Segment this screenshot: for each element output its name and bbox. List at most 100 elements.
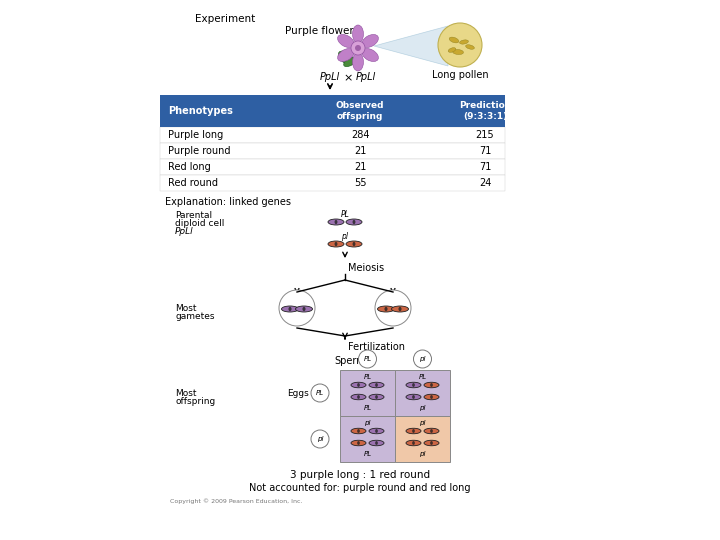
Ellipse shape <box>392 306 408 312</box>
Text: PL: PL <box>418 374 426 380</box>
Ellipse shape <box>353 220 356 224</box>
Circle shape <box>359 350 377 368</box>
Text: pl: pl <box>317 436 323 442</box>
Ellipse shape <box>375 383 378 387</box>
Ellipse shape <box>351 428 366 434</box>
Text: Most: Most <box>175 388 197 397</box>
Ellipse shape <box>430 441 433 445</box>
Ellipse shape <box>424 440 439 445</box>
Text: Purple round: Purple round <box>168 146 230 156</box>
FancyBboxPatch shape <box>340 370 395 416</box>
Text: Copyright © 2009 Pearson Education, Inc.: Copyright © 2009 Pearson Education, Inc. <box>170 498 302 504</box>
Text: pl: pl <box>419 420 426 426</box>
Ellipse shape <box>406 382 421 388</box>
Circle shape <box>438 23 482 67</box>
Circle shape <box>279 290 315 326</box>
Ellipse shape <box>375 441 378 445</box>
Text: offspring: offspring <box>175 397 215 407</box>
Text: PL: PL <box>341 210 349 219</box>
FancyBboxPatch shape <box>160 127 505 143</box>
Ellipse shape <box>353 25 364 43</box>
FancyBboxPatch shape <box>160 159 505 175</box>
Ellipse shape <box>335 220 338 224</box>
Ellipse shape <box>369 428 384 434</box>
Text: pl: pl <box>419 356 426 362</box>
Ellipse shape <box>289 307 292 311</box>
Ellipse shape <box>424 394 439 400</box>
Text: Long pollen: Long pollen <box>432 70 488 80</box>
Text: PL: PL <box>364 374 372 380</box>
Text: Observed
offspring: Observed offspring <box>336 102 384 121</box>
Text: pl: pl <box>392 296 400 305</box>
Ellipse shape <box>375 395 378 399</box>
Text: PL: PL <box>364 405 372 411</box>
Ellipse shape <box>362 49 379 62</box>
Text: Most: Most <box>175 304 197 313</box>
Text: pl: pl <box>419 405 426 411</box>
Ellipse shape <box>351 394 366 400</box>
Ellipse shape <box>448 48 456 52</box>
Ellipse shape <box>353 242 356 246</box>
Text: Meiosis: Meiosis <box>348 263 384 273</box>
Ellipse shape <box>357 441 360 445</box>
Ellipse shape <box>430 383 433 387</box>
Ellipse shape <box>412 429 415 433</box>
Text: 71: 71 <box>479 146 491 156</box>
Text: 71: 71 <box>479 162 491 172</box>
Text: gametes: gametes <box>175 312 215 321</box>
Text: PL: PL <box>364 356 372 362</box>
Ellipse shape <box>282 306 299 312</box>
Text: Eggs: Eggs <box>287 388 309 397</box>
Text: 24: 24 <box>479 178 491 188</box>
Ellipse shape <box>346 241 362 247</box>
Circle shape <box>311 430 329 448</box>
Text: 21: 21 <box>354 146 366 156</box>
Text: pl: pl <box>364 420 371 426</box>
Ellipse shape <box>353 53 364 71</box>
Ellipse shape <box>357 383 360 387</box>
Ellipse shape <box>302 307 305 311</box>
Ellipse shape <box>424 382 439 388</box>
FancyBboxPatch shape <box>160 95 505 127</box>
Text: Red round: Red round <box>168 178 218 188</box>
Ellipse shape <box>351 382 366 388</box>
Ellipse shape <box>338 51 354 65</box>
Text: 55: 55 <box>354 178 366 188</box>
Polygon shape <box>374 26 448 66</box>
Text: ×: × <box>343 73 353 83</box>
Circle shape <box>375 290 411 326</box>
Text: Parental: Parental <box>175 211 212 220</box>
Ellipse shape <box>357 429 360 433</box>
Ellipse shape <box>384 307 387 311</box>
Text: PL: PL <box>364 451 372 457</box>
Text: 21: 21 <box>354 162 366 172</box>
Ellipse shape <box>424 428 439 434</box>
Ellipse shape <box>328 241 344 247</box>
Ellipse shape <box>338 35 354 48</box>
Ellipse shape <box>343 57 356 66</box>
Ellipse shape <box>406 440 421 445</box>
Ellipse shape <box>398 307 402 311</box>
Ellipse shape <box>362 35 379 48</box>
Text: Phenotypes: Phenotypes <box>168 106 233 116</box>
Ellipse shape <box>357 395 360 399</box>
Ellipse shape <box>369 382 384 388</box>
Text: Red long: Red long <box>168 162 211 172</box>
Ellipse shape <box>430 395 433 399</box>
Ellipse shape <box>412 395 415 399</box>
Ellipse shape <box>369 440 384 445</box>
Text: Experiment: Experiment <box>195 14 256 24</box>
Text: diploid cell: diploid cell <box>175 219 225 228</box>
Text: Purple long: Purple long <box>168 130 223 140</box>
Text: PpLl: PpLl <box>356 72 376 82</box>
FancyBboxPatch shape <box>395 370 450 416</box>
Text: pl: pl <box>341 232 348 241</box>
FancyBboxPatch shape <box>395 416 450 462</box>
Ellipse shape <box>295 306 312 312</box>
Ellipse shape <box>449 37 459 43</box>
FancyBboxPatch shape <box>160 143 505 159</box>
Text: Purple flower: Purple flower <box>285 26 354 36</box>
Ellipse shape <box>430 429 433 433</box>
Ellipse shape <box>346 219 362 225</box>
Circle shape <box>351 41 365 55</box>
